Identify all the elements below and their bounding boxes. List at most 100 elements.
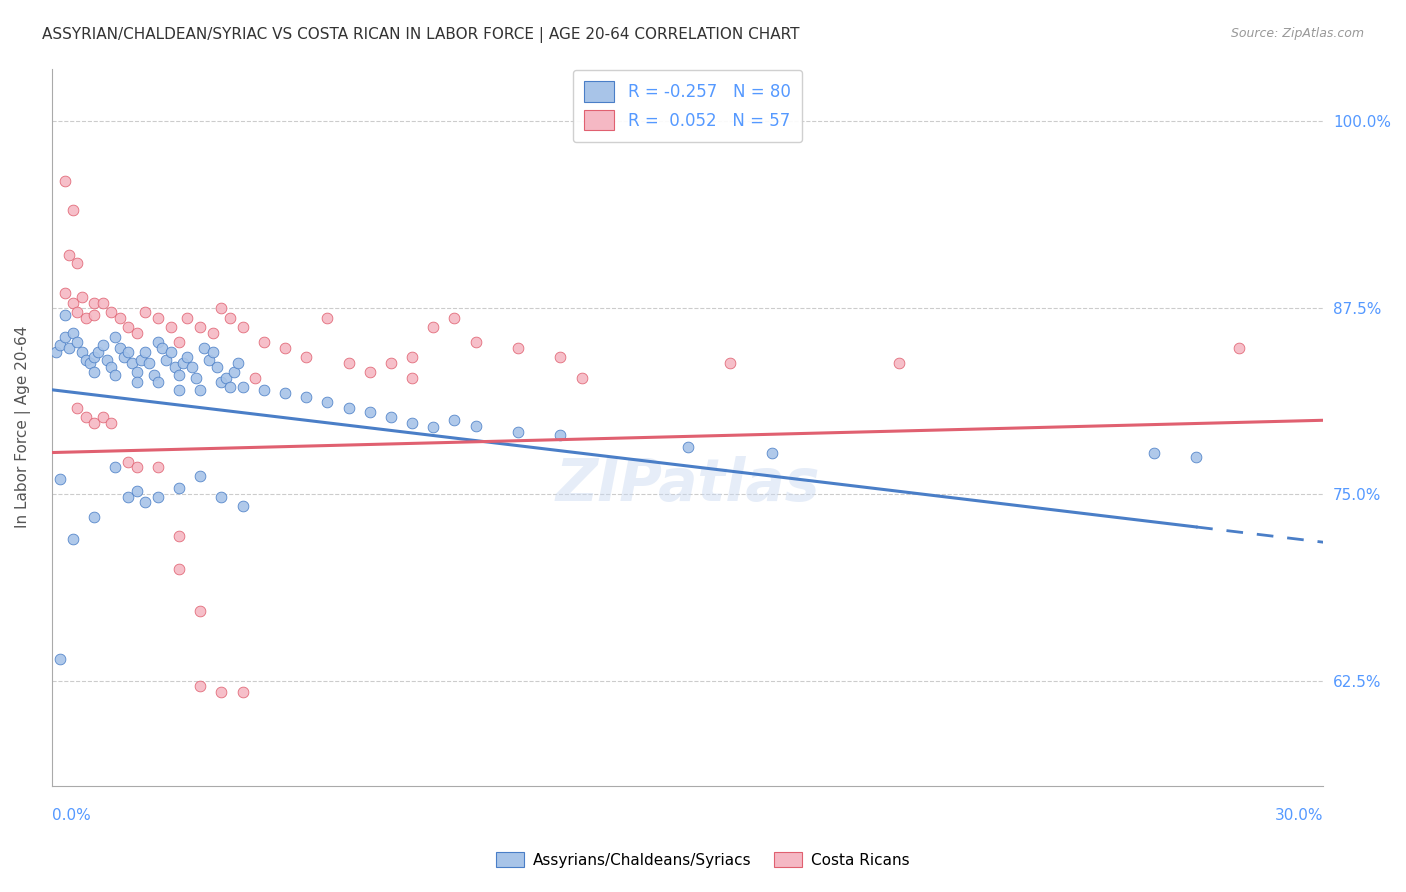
Point bbox=[100, 416, 122, 430]
Point bbox=[159, 320, 181, 334]
Point bbox=[167, 482, 190, 496]
Point bbox=[201, 345, 224, 359]
Point bbox=[167, 334, 190, 349]
Text: ASSYRIAN/CHALDEAN/SYRIAC VS COSTA RICAN IN LABOR FORCE | AGE 20-64 CORRELATION C: ASSYRIAN/CHALDEAN/SYRIAC VS COSTA RICAN … bbox=[42, 27, 800, 43]
Point bbox=[176, 311, 198, 326]
Point bbox=[83, 308, 105, 322]
Text: Source: ZipAtlas.com: Source: ZipAtlas.com bbox=[1230, 27, 1364, 40]
Point bbox=[274, 385, 297, 400]
Point bbox=[184, 371, 207, 385]
Point bbox=[134, 345, 156, 359]
Point bbox=[316, 311, 339, 326]
Point bbox=[75, 352, 97, 367]
Point bbox=[91, 409, 114, 424]
Point bbox=[104, 460, 127, 475]
Point bbox=[232, 320, 254, 334]
Point bbox=[83, 296, 105, 310]
Legend: R = -0.257   N = 80, R =  0.052   N = 57: R = -0.257 N = 80, R = 0.052 N = 57 bbox=[572, 70, 803, 142]
Point bbox=[62, 296, 84, 310]
Point bbox=[201, 326, 224, 340]
Point bbox=[100, 305, 122, 319]
Text: ZIPatlas: ZIPatlas bbox=[555, 456, 820, 513]
Point bbox=[1185, 450, 1208, 464]
Point bbox=[209, 376, 232, 390]
Point bbox=[45, 345, 67, 359]
Point bbox=[117, 345, 139, 359]
Point bbox=[337, 356, 360, 370]
Point bbox=[401, 416, 423, 430]
Point bbox=[506, 341, 529, 355]
Point bbox=[380, 356, 402, 370]
Point bbox=[53, 330, 76, 344]
Point bbox=[146, 334, 169, 349]
Point bbox=[146, 460, 169, 475]
Point bbox=[1143, 445, 1166, 459]
Point bbox=[150, 341, 173, 355]
Point bbox=[58, 248, 80, 262]
Point bbox=[125, 365, 148, 379]
Point bbox=[209, 684, 232, 698]
Point bbox=[1227, 341, 1250, 355]
Point bbox=[66, 305, 89, 319]
Point bbox=[53, 308, 76, 322]
Point bbox=[75, 409, 97, 424]
Point bbox=[232, 500, 254, 514]
Point bbox=[676, 440, 699, 454]
Point bbox=[232, 684, 254, 698]
Point bbox=[205, 360, 228, 375]
Legend: Assyrians/Chaldeans/Syriacs, Costa Ricans: Assyrians/Chaldeans/Syriacs, Costa Rican… bbox=[491, 846, 915, 873]
Point bbox=[253, 383, 276, 397]
Text: 0.0%: 0.0% bbox=[52, 808, 90, 823]
Point bbox=[62, 326, 84, 340]
Point bbox=[125, 326, 148, 340]
Point bbox=[197, 352, 219, 367]
Point bbox=[108, 311, 131, 326]
Point bbox=[464, 334, 486, 349]
Point bbox=[53, 173, 76, 187]
Point bbox=[83, 365, 105, 379]
Y-axis label: In Labor Force | Age 20-64: In Labor Force | Age 20-64 bbox=[15, 326, 31, 528]
Point bbox=[422, 320, 444, 334]
Point bbox=[218, 380, 240, 394]
Point bbox=[134, 495, 156, 509]
Point bbox=[70, 345, 93, 359]
Point bbox=[62, 203, 84, 218]
Point bbox=[209, 301, 232, 315]
Point bbox=[180, 360, 202, 375]
Point bbox=[550, 427, 572, 442]
Text: 30.0%: 30.0% bbox=[1275, 808, 1323, 823]
Point bbox=[214, 371, 236, 385]
Point bbox=[83, 350, 105, 364]
Point bbox=[159, 345, 181, 359]
Point bbox=[155, 352, 177, 367]
Point bbox=[209, 491, 232, 505]
Point bbox=[49, 652, 72, 666]
Point bbox=[337, 401, 360, 415]
Point bbox=[443, 412, 465, 426]
Point bbox=[138, 356, 160, 370]
Point bbox=[117, 454, 139, 468]
Point bbox=[172, 356, 194, 370]
Point bbox=[188, 383, 211, 397]
Point bbox=[295, 350, 318, 364]
Point bbox=[49, 472, 72, 486]
Point bbox=[245, 371, 267, 385]
Point bbox=[232, 380, 254, 394]
Point bbox=[146, 491, 169, 505]
Point bbox=[218, 311, 240, 326]
Point bbox=[91, 338, 114, 352]
Point bbox=[108, 341, 131, 355]
Point bbox=[188, 679, 211, 693]
Point bbox=[87, 345, 110, 359]
Point bbox=[188, 604, 211, 618]
Point bbox=[359, 365, 381, 379]
Point bbox=[134, 305, 156, 319]
Point bbox=[66, 401, 89, 415]
Point bbox=[125, 484, 148, 499]
Point bbox=[167, 529, 190, 543]
Point bbox=[117, 491, 139, 505]
Point bbox=[506, 425, 529, 439]
Point bbox=[718, 356, 741, 370]
Point bbox=[146, 376, 169, 390]
Point bbox=[75, 311, 97, 326]
